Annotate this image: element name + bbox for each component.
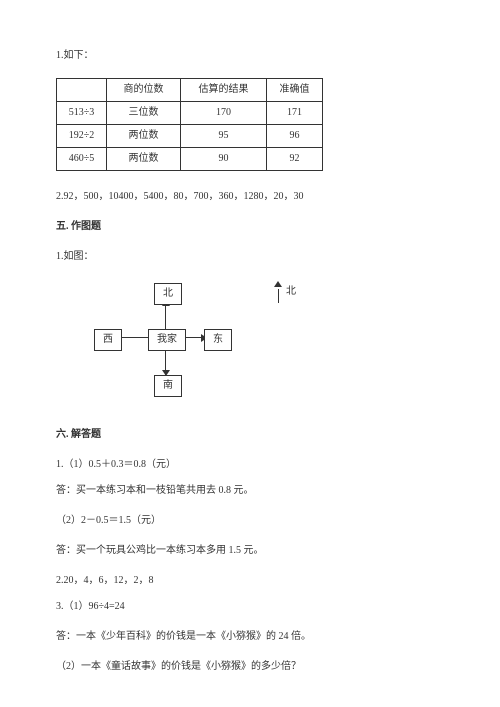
node-center: 我家 <box>148 329 186 351</box>
q2-text: 2.92，500，10400，5400，80，700，360，1280，20，3… <box>56 189 444 205</box>
q1-label: 1.如下： <box>56 48 444 64</box>
th-estimate: 估算的结果 <box>181 79 267 102</box>
node-east: 东 <box>204 329 232 351</box>
s6-line: 答：买一个玩具公鸡比一本练习本多用 1.5 元。 <box>56 543 444 559</box>
node-west: 西 <box>94 329 122 351</box>
node-north: 北 <box>154 283 182 305</box>
s6-line: 2.20，4，6，12，2，8 <box>56 573 444 589</box>
s5-q1: 1.如图： <box>56 249 444 265</box>
table-row: 192÷2 两位数 95 96 <box>57 125 323 148</box>
s6-line: （2）一本《童话故事》的价钱是《小猕猴》的多少倍？ <box>56 659 444 675</box>
table-row: 460÷5 两位数 90 92 <box>57 148 323 171</box>
s6-line: 3.（1）96÷4=24 <box>56 599 444 615</box>
division-table: 商的位数 估算的结果 准确值 513÷3 三位数 170 171 192÷2 两… <box>56 78 323 171</box>
compass: 北 南 西 东 我家 <box>86 279 246 399</box>
s6-line: 答：买一本练习本和一枝铅笔共用去 0.8 元。 <box>56 483 444 499</box>
north-arrow-shaft <box>278 289 279 303</box>
s6-line: 1.（1）0.5＋0.3＝0.8（元） <box>56 457 444 473</box>
th-exact: 准确值 <box>267 79 323 102</box>
north-indicator: 北 <box>274 281 296 303</box>
s6-line: 答：一本《少年百科》的价钱是一本《小猕猴》的 24 倍。 <box>56 629 444 645</box>
th-blank <box>57 79 107 102</box>
north-label: 北 <box>286 284 296 300</box>
direction-diagram: 北 南 西 东 我家 北 <box>86 279 444 399</box>
line-west <box>118 337 148 338</box>
th-digits: 商的位数 <box>107 79 181 102</box>
section6-title: 六. 解答题 <box>56 427 444 443</box>
north-arrow-tip <box>274 281 282 287</box>
table-row: 513÷3 三位数 170 171 <box>57 102 323 125</box>
node-south: 南 <box>154 375 182 397</box>
section5-title: 五. 作图题 <box>56 219 444 235</box>
s6-line: （2）2－0.5＝1.5（元） <box>56 513 444 529</box>
